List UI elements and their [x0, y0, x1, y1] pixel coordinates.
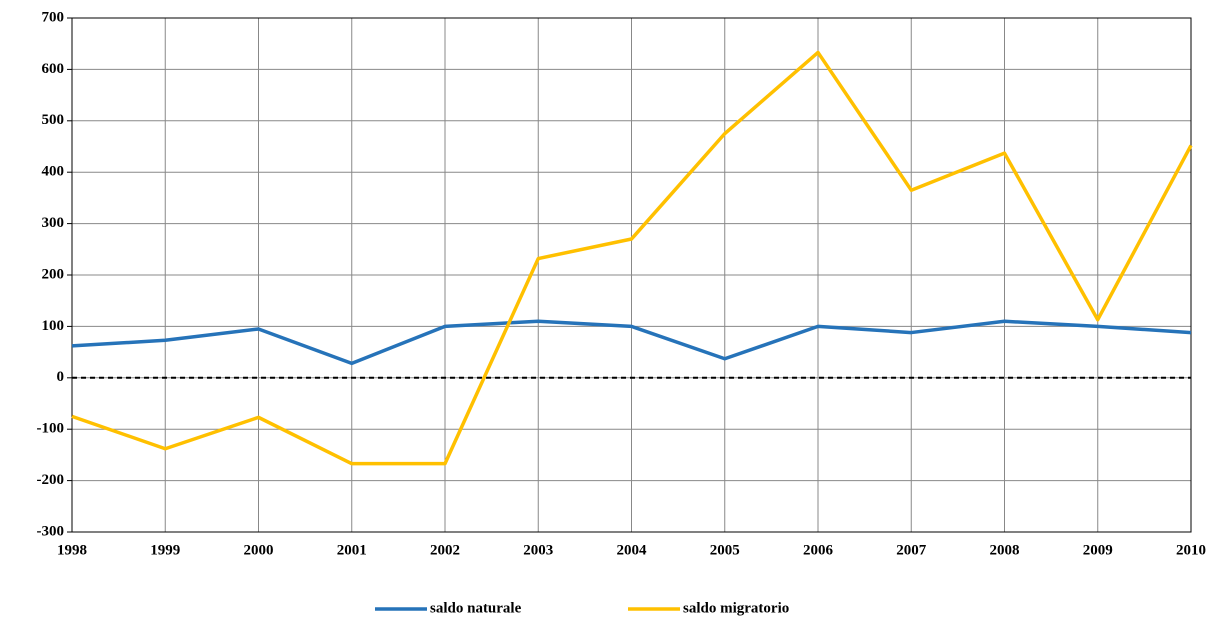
y-tick-label: 100: [42, 318, 65, 334]
plot-frame: [71, 17, 1192, 533]
y-tick-label: 400: [42, 164, 65, 180]
x-tick-label: 1998: [57, 542, 87, 558]
x-tick-label: 2000: [244, 542, 274, 558]
x-tick-label: 2006: [803, 542, 834, 558]
y-tick-label: 600: [42, 61, 65, 77]
y-tick-label: 300: [42, 215, 65, 231]
series-line: [71, 50, 1193, 466]
x-tick-label: 2005: [710, 542, 740, 558]
y-tick-label: 500: [42, 112, 65, 128]
y-tick-label: -200: [37, 472, 65, 488]
legend-label: saldo migratorio: [683, 600, 789, 616]
legend-label: saldo naturale: [430, 600, 522, 616]
x-tick-label: 2010: [1176, 542, 1206, 558]
x-tick-label: 2002: [430, 542, 460, 558]
x-tick-label: 2003: [523, 542, 553, 558]
y-tick-label: 200: [42, 266, 65, 282]
x-tick-label: 1999: [150, 542, 180, 558]
x-tick-label: 2004: [617, 542, 648, 558]
x-tick-label: 2001: [337, 542, 367, 558]
x-tick-label: 2008: [990, 542, 1020, 558]
series-line: [71, 319, 1192, 366]
y-tick-label: 0: [57, 369, 65, 385]
x-tick-label: 2007: [896, 542, 927, 558]
y-tick-label: -300: [37, 523, 65, 539]
y-tick-label: 700: [42, 9, 65, 25]
x-tick-label: 2009: [1083, 542, 1113, 558]
y-tick-label: -100: [37, 421, 65, 437]
